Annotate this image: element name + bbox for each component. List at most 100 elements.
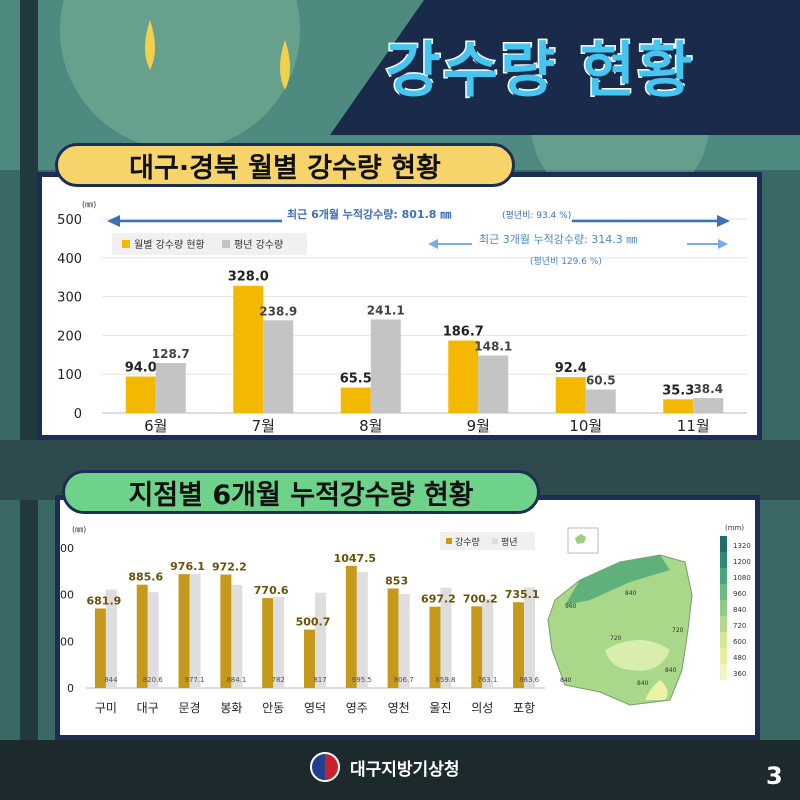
normal-bar: [370, 319, 401, 413]
emblem-icon: [310, 752, 340, 782]
contour-label: 840: [637, 680, 649, 687]
x-tick-label: 대구: [137, 701, 159, 715]
station-bar: [94, 608, 106, 688]
map-contour-high: [565, 555, 670, 605]
legend-box: [112, 233, 307, 255]
normal-value-label: 241.1: [367, 303, 405, 317]
legend-swatch-station: [446, 538, 452, 544]
three-month-total: 최근 3개월 누적강수량: 314.3 ㎜: [479, 233, 637, 246]
x-tick-label: 8월: [359, 417, 382, 435]
monthly-bar: [555, 377, 586, 413]
annotation-bg: [472, 230, 687, 247]
contour-label: 720: [672, 627, 684, 634]
station-value-label: 700.2: [463, 592, 498, 605]
monthly-value-label: 92.4: [555, 361, 587, 376]
scale-tick-label: 360: [733, 670, 746, 678]
normal-value-label: 844: [104, 676, 118, 684]
title-banner: [330, 0, 800, 135]
y-tick-label: 200: [57, 329, 82, 344]
normal-value-label: 60.5: [586, 374, 616, 388]
arrow-head-left: [428, 239, 438, 249]
map-contour-lowest: [645, 680, 668, 700]
normal-bar: [231, 584, 243, 688]
monthly-chart-panel: (㎜) 0 100 200 300 400 500 94.0 128.7 6월 328.0 238.9…: [37, 172, 762, 440]
normal-bar: [693, 398, 724, 413]
arrow-head-right: [717, 215, 730, 227]
monthly-bar: [663, 399, 694, 413]
x-tick-label: 봉화: [220, 701, 242, 715]
monthly-bar: [125, 376, 156, 413]
station-value-label: 885.6: [128, 571, 163, 584]
scale-tick-label: 1320: [733, 542, 751, 550]
x-tick-label: 울진: [429, 701, 451, 715]
y-tick-label: 1,200: [60, 542, 74, 555]
station-bar: [387, 588, 399, 688]
contour-label: 840: [560, 677, 572, 684]
normal-value-label: 977.1: [185, 676, 205, 684]
section2-title: 지점별 6개월 누적강수량 현황: [62, 470, 540, 514]
normal-value-label: 238.9: [259, 304, 297, 318]
scale-swatch: [720, 648, 727, 664]
scale-unit-label: (mm): [725, 524, 744, 532]
normal-bar: [147, 592, 159, 688]
page-title: 강수량 현황: [384, 35, 695, 108]
map-contour-low: [605, 640, 670, 671]
contour-label: 840: [665, 667, 677, 674]
scale-tick-label: 720: [733, 622, 746, 630]
normal-value-label: 884.1: [226, 676, 246, 684]
legend-box: [440, 532, 535, 550]
y-tick-label: 500: [57, 213, 82, 228]
scale-swatch: [720, 664, 727, 680]
scale-swatch: [720, 536, 727, 552]
scale-swatch: [720, 616, 727, 632]
six-month-ratio: (평년비: 93.4 %): [502, 210, 571, 221]
station-value-label: 697.2: [421, 593, 456, 606]
y-tick-label: 400: [57, 252, 82, 267]
monthly-value-label: 186.7: [443, 325, 484, 340]
station-value-label: 853: [385, 574, 408, 587]
normal-value-label: 863.6: [519, 676, 540, 684]
x-tick-label: 포항: [513, 701, 535, 715]
monthly-value-label: 328.0: [228, 270, 269, 285]
scale-swatch: [720, 600, 727, 616]
normal-value-label: 820.6: [143, 676, 164, 684]
normal-bar: [105, 589, 117, 688]
monthly-value-label: 35.3: [662, 383, 694, 398]
station-chart-panel: (㎜) 0 400 800 1,200 681.9 844 구미 885.6 820.6 대구 976…: [43, 495, 760, 740]
normal-value-label: 817: [313, 676, 326, 684]
x-tick-label: 9월: [467, 417, 490, 435]
contour-label: 720: [610, 635, 622, 642]
y-tick-label: 0: [67, 682, 74, 695]
contour-label: 960: [565, 603, 577, 610]
y-unit-label: (㎜): [82, 200, 96, 209]
scale-swatch: [720, 568, 727, 584]
x-tick-label: 영주: [346, 701, 368, 715]
station-bar: [304, 629, 315, 688]
y-tick-label: 0: [74, 407, 82, 422]
normal-value-label: 782: [271, 676, 284, 684]
station-bar: [220, 574, 232, 688]
normal-bar: [398, 593, 410, 688]
normal-bar: [440, 587, 452, 688]
y-tick-label: 800: [60, 589, 74, 602]
normal-bar: [478, 355, 509, 413]
x-tick-label: 영덕: [304, 701, 326, 715]
scale-swatch: [720, 552, 727, 568]
monthly-value-label: 94.0: [125, 361, 157, 376]
section1-title: 대구·경북 월별 강수량 현황: [55, 143, 515, 187]
normal-bar: [482, 598, 494, 688]
normal-bar: [189, 574, 201, 688]
x-tick-label: 안동: [262, 701, 284, 715]
station-value-label: 681.9: [87, 594, 122, 607]
scale-tick-label: 480: [733, 654, 746, 662]
scale-tick-label: 1200: [733, 558, 751, 566]
monthly-value-label: 65.5: [340, 372, 372, 387]
y-tick-label: 300: [57, 291, 82, 306]
normal-bar: [315, 592, 326, 688]
annotation-bg: [282, 205, 572, 223]
normal-bar: [356, 571, 368, 688]
scale-swatch: [720, 584, 727, 600]
station-bar: [345, 565, 357, 688]
monthly-bar: [233, 285, 264, 413]
y-unit-label: (㎜): [72, 525, 86, 534]
